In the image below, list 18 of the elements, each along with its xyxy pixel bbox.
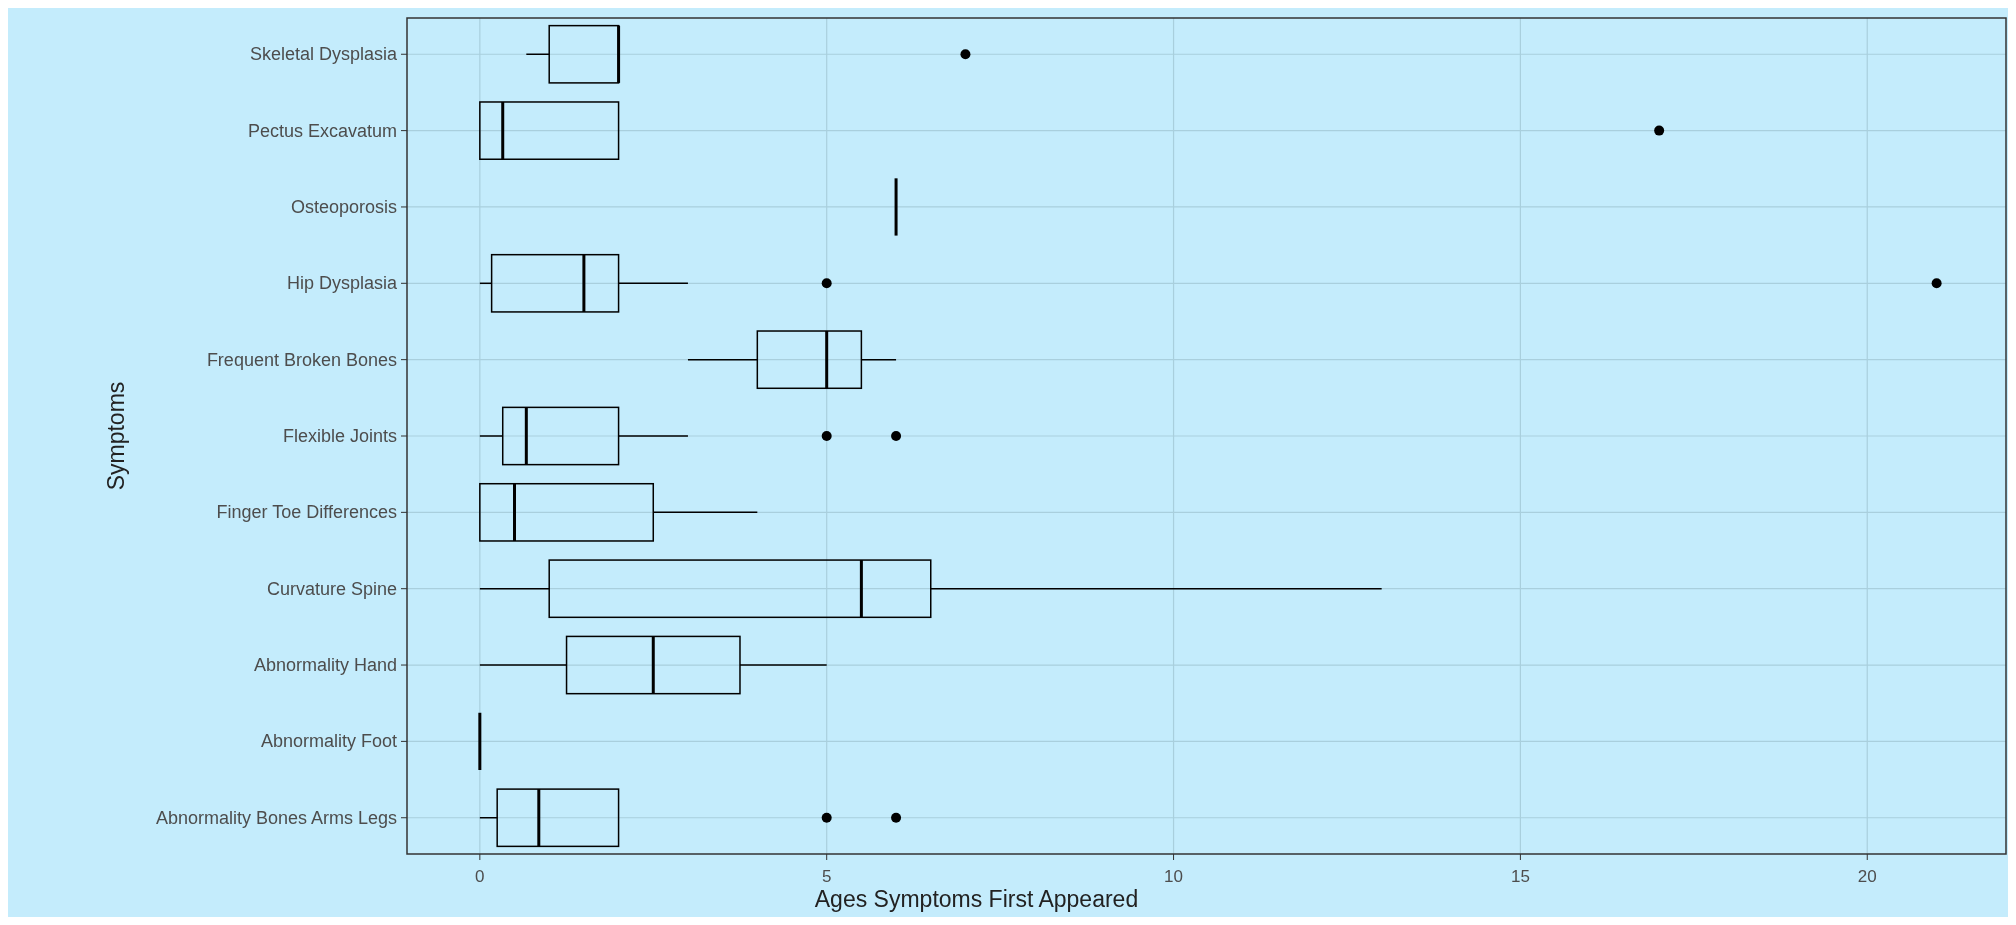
y-tick-label: Skeletal Dysplasia [249, 44, 398, 65]
y-tick-label: Abnormality Bones Arms Legs [155, 807, 397, 828]
x-tick-label: 5 [821, 867, 832, 886]
y-tick-label: Flexible Joints [282, 426, 397, 446]
y-tick-label: Frequent Broken Bones [206, 349, 397, 370]
x-tick-label: 0 [475, 867, 485, 886]
x-tick-label: 15 [1510, 867, 1530, 886]
x-axis-title: Ages Symptoms First Appeared [814, 886, 1139, 912]
y-tick-label: Pectus Excavatum [247, 120, 397, 141]
y-tick-label: Curvature Spine [266, 578, 397, 599]
x-tick-label: 10 [1164, 867, 1184, 886]
x-tick-label: 20 [1857, 867, 1877, 886]
y-tick-label: Abnormality Hand [253, 655, 397, 676]
y-tick-label: Abnormality Foot [260, 731, 397, 752]
y-tick-label: Finger Toe Differences [216, 502, 397, 523]
y-axis-title: Symptoms [102, 381, 129, 491]
y-tick-label: Osteoporosis [290, 196, 397, 217]
y-tick-label: Hip Dysplasia [286, 273, 398, 294]
